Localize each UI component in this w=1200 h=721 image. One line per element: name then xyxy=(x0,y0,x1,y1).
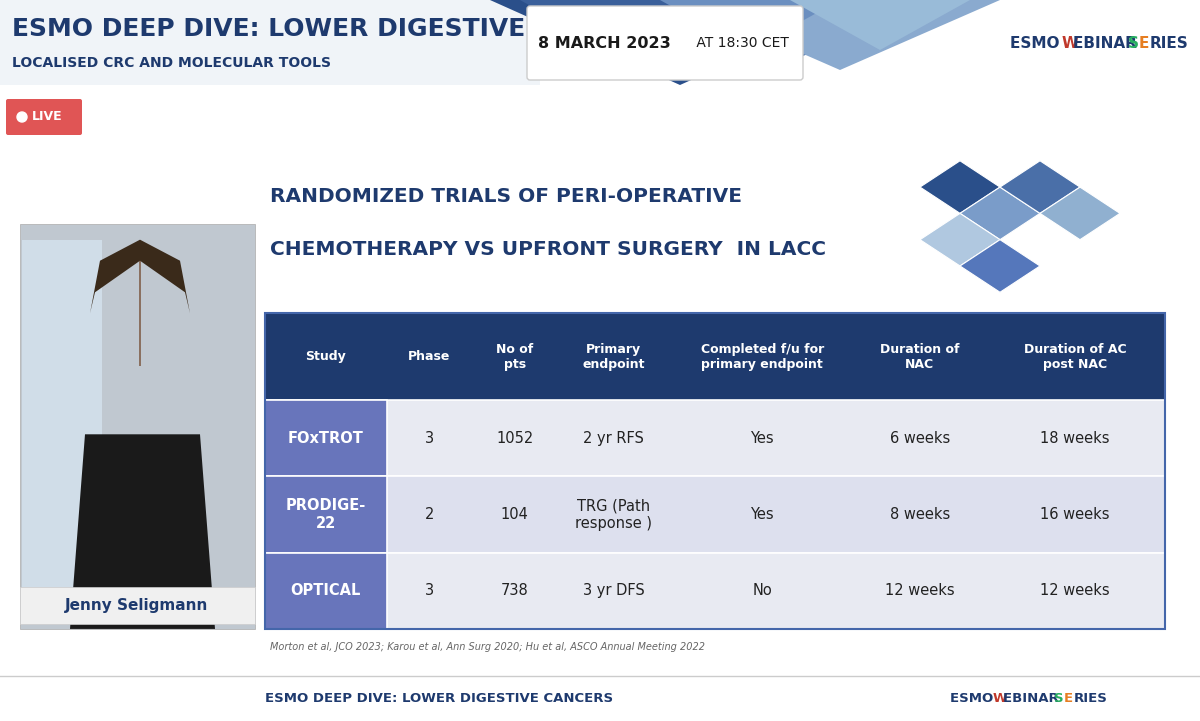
Text: ESMO: ESMO xyxy=(1010,35,1064,50)
FancyBboxPatch shape xyxy=(265,553,1165,629)
Text: 104: 104 xyxy=(500,507,529,522)
Text: E: E xyxy=(1064,692,1073,706)
Text: RIES: RIES xyxy=(1150,35,1189,50)
Polygon shape xyxy=(920,213,1000,266)
Polygon shape xyxy=(590,0,930,75)
FancyBboxPatch shape xyxy=(20,224,256,629)
Polygon shape xyxy=(490,0,870,85)
Text: Yes: Yes xyxy=(750,430,774,446)
Text: 2: 2 xyxy=(425,507,434,522)
Text: Duration of
NAC: Duration of NAC xyxy=(880,342,960,371)
Polygon shape xyxy=(1040,187,1120,239)
Text: Primary
endpoint: Primary endpoint xyxy=(582,342,646,371)
Text: 18 weeks: 18 weeks xyxy=(1040,430,1110,446)
Polygon shape xyxy=(660,0,840,50)
Text: Yes: Yes xyxy=(750,507,774,522)
Polygon shape xyxy=(680,0,1000,70)
Text: 16 weeks: 16 weeks xyxy=(1040,507,1110,522)
Polygon shape xyxy=(1000,161,1080,213)
Text: AT 18:30 CET: AT 18:30 CET xyxy=(692,36,788,50)
Text: 3 yr DFS: 3 yr DFS xyxy=(583,583,644,598)
Text: E: E xyxy=(1139,35,1150,50)
FancyBboxPatch shape xyxy=(265,553,386,629)
Text: No of
pts: No of pts xyxy=(496,342,533,371)
Polygon shape xyxy=(960,187,1040,239)
Text: TRG (Path
response ): TRG (Path response ) xyxy=(575,498,653,531)
Text: Duration of AC
post NAC: Duration of AC post NAC xyxy=(1024,342,1127,371)
FancyBboxPatch shape xyxy=(6,99,82,135)
Text: W: W xyxy=(1062,35,1079,50)
Text: Morton et al, JCO 2023; Karou et al, Ann Surg 2020; Hu et al, ASCO Annual Meetin: Morton et al, JCO 2023; Karou et al, Ann… xyxy=(270,642,706,653)
FancyBboxPatch shape xyxy=(527,6,803,80)
Polygon shape xyxy=(960,239,1040,292)
Text: FOxTROT: FOxTROT xyxy=(288,430,364,446)
Text: RANDOMIZED TRIALS OF PERI-OPERATIVE: RANDOMIZED TRIALS OF PERI-OPERATIVE xyxy=(270,187,742,206)
FancyBboxPatch shape xyxy=(265,400,386,477)
Text: 3: 3 xyxy=(425,430,434,446)
Text: 8 MARCH 2023: 8 MARCH 2023 xyxy=(538,35,671,50)
FancyBboxPatch shape xyxy=(265,400,1165,477)
FancyBboxPatch shape xyxy=(22,239,102,619)
Text: 8 weeks: 8 weeks xyxy=(889,507,950,522)
Text: 3: 3 xyxy=(425,583,434,598)
Text: ESMO: ESMO xyxy=(950,692,998,706)
Text: S: S xyxy=(1054,692,1063,706)
FancyBboxPatch shape xyxy=(265,314,1165,400)
Text: 2 yr RFS: 2 yr RFS xyxy=(583,430,644,446)
FancyBboxPatch shape xyxy=(265,477,386,553)
Text: EBINAR: EBINAR xyxy=(1003,692,1063,706)
Text: 6 weeks: 6 weeks xyxy=(889,430,950,446)
FancyBboxPatch shape xyxy=(265,477,1165,553)
Polygon shape xyxy=(790,0,970,50)
Polygon shape xyxy=(520,0,700,50)
Text: Study: Study xyxy=(305,350,346,363)
Text: 12 weeks: 12 weeks xyxy=(884,583,954,598)
Text: RIES: RIES xyxy=(1074,692,1108,706)
Text: PRODIGE-
22: PRODIGE- 22 xyxy=(286,498,366,531)
FancyBboxPatch shape xyxy=(20,587,256,624)
FancyBboxPatch shape xyxy=(0,0,540,85)
Text: Completed f/u for
primary endpoint: Completed f/u for primary endpoint xyxy=(701,342,824,371)
Text: ESMO DEEP DIVE: LOWER DIGESTIVE CANCERS: ESMO DEEP DIVE: LOWER DIGESTIVE CANCERS xyxy=(265,692,613,706)
Text: Phase: Phase xyxy=(408,350,450,363)
Text: EBINAR: EBINAR xyxy=(1073,35,1142,50)
Polygon shape xyxy=(70,434,215,629)
Text: ESMO DEEP DIVE: LOWER DIGESTIVE CANCERS: ESMO DEEP DIVE: LOWER DIGESTIVE CANCERS xyxy=(12,17,665,41)
Text: OPTICAL: OPTICAL xyxy=(290,583,361,598)
Text: S: S xyxy=(1128,35,1139,50)
Polygon shape xyxy=(90,239,190,314)
Text: W: W xyxy=(994,692,1008,706)
Text: CHEMOTHERAPY VS UPFRONT SURGERY  IN LACC: CHEMOTHERAPY VS UPFRONT SURGERY IN LACC xyxy=(270,239,826,259)
Text: Jenny Seligmann: Jenny Seligmann xyxy=(65,598,209,613)
Text: 12 weeks: 12 weeks xyxy=(1040,583,1110,598)
Polygon shape xyxy=(920,161,1000,213)
Text: LIVE: LIVE xyxy=(32,110,62,123)
Text: LOCALISED CRC AND MOLECULAR TOOLS: LOCALISED CRC AND MOLECULAR TOOLS xyxy=(12,56,331,70)
Circle shape xyxy=(17,112,28,122)
Text: 1052: 1052 xyxy=(496,430,533,446)
Text: 738: 738 xyxy=(500,583,529,598)
Text: No: No xyxy=(752,583,772,598)
